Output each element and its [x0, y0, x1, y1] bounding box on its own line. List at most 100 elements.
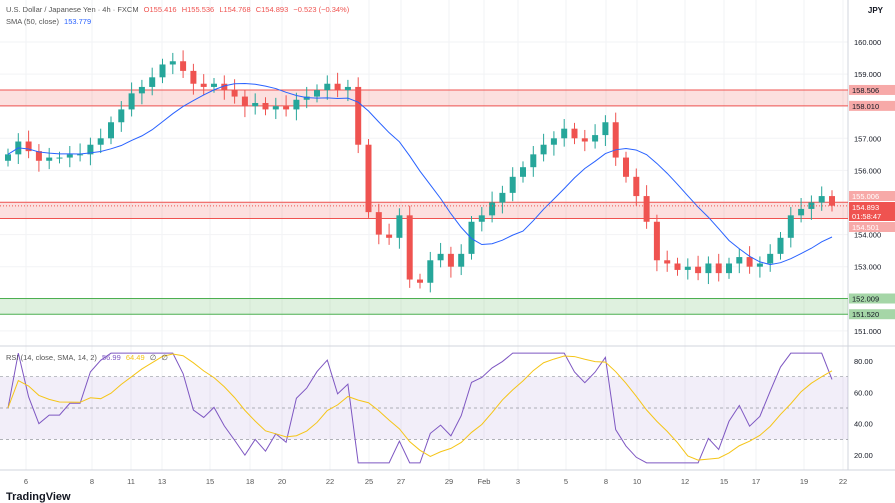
- rsi-line: [7, 352, 833, 464]
- price-label-bg: [849, 309, 895, 320]
- candle-body: [530, 154, 537, 168]
- candle: [798, 198, 805, 223]
- currency-label[interactable]: JPY: [867, 6, 883, 15]
- candle: [530, 146, 537, 177]
- time-label: 15: [206, 477, 214, 486]
- candle: [715, 253, 722, 282]
- candle: [180, 50, 187, 78]
- price-label-zone3_bottom: 151.520: [852, 310, 879, 319]
- candle-body: [695, 266, 702, 274]
- ohlc-change: −0.523 (−0.34%): [293, 5, 350, 14]
- price-label-bg: [849, 100, 895, 111]
- candle-body: [540, 144, 547, 155]
- candle: [612, 112, 619, 166]
- time-label: 18: [246, 477, 254, 486]
- time-label: 19: [800, 477, 808, 486]
- candle-body: [561, 128, 568, 139]
- candle: [437, 242, 444, 268]
- candle-body: [272, 106, 279, 110]
- candle-body: [458, 253, 465, 267]
- ohlc-open: O155.416: [143, 5, 177, 14]
- sma-label: SMA (50, close): [6, 17, 59, 26]
- candle-body: [293, 99, 300, 110]
- rsi-label: RSI (14, close, SMA, 14, 2): [6, 353, 97, 362]
- time-label: 22: [839, 477, 847, 486]
- candle-body: [303, 96, 310, 100]
- candle: [5, 148, 11, 167]
- candle-body: [344, 86, 351, 91]
- candle: [777, 232, 784, 260]
- candle: [149, 67, 156, 96]
- symbol-title[interactable]: U.S. Dollar / Japanese Yen · 4h · FXCM: [6, 5, 139, 14]
- candle-body: [427, 260, 434, 283]
- ohlc-close: C154.893: [255, 5, 289, 14]
- candle-body: [829, 196, 835, 206]
- candle-body: [231, 90, 238, 97]
- candle: [35, 144, 42, 172]
- candle: [695, 255, 702, 281]
- candle-body: [375, 212, 382, 235]
- candle-body: [149, 77, 156, 87]
- candle: [684, 258, 691, 280]
- candle: [623, 151, 629, 183]
- candle: [66, 146, 73, 168]
- candle: [818, 186, 825, 211]
- time-label: 10: [633, 477, 641, 486]
- candle-body: [108, 122, 114, 139]
- candle: [138, 79, 145, 105]
- candle-body: [406, 215, 413, 280]
- candle: [540, 133, 547, 162]
- candle-body: [746, 257, 753, 267]
- rsi-extra-1: ∅: [149, 353, 157, 362]
- candle: [571, 122, 578, 145]
- candle-body: [643, 196, 650, 222]
- candle-body: [468, 221, 475, 254]
- sma-legend[interactable]: SMA (50, close) 153.779: [6, 17, 94, 26]
- candle-body: [592, 135, 599, 142]
- candle: [262, 97, 269, 116]
- price-label-zone3_top: 152.009: [852, 295, 879, 304]
- candle: [396, 208, 403, 249]
- candle-body: [87, 144, 94, 155]
- candle-body: [602, 122, 609, 136]
- price-tick-label: 159.000: [854, 70, 881, 79]
- candle: [458, 244, 465, 276]
- price-label-bg: [849, 222, 895, 232]
- candle: [674, 257, 681, 276]
- candle-body: [499, 192, 506, 203]
- rsi-band: [0, 376, 848, 440]
- candle: [314, 84, 320, 103]
- candle: [283, 95, 290, 117]
- rsi-tick-label: 60.00: [854, 388, 873, 397]
- candle: [726, 257, 732, 279]
- candle-body: [581, 138, 588, 142]
- candle-body: [777, 237, 784, 254]
- candle-body: [550, 138, 557, 145]
- candle-body: [705, 263, 712, 274]
- candle: [169, 52, 176, 75]
- bar-countdown-label: 01:58:47: [852, 212, 881, 221]
- candle-body: [262, 102, 269, 110]
- candle-body: [211, 83, 217, 87]
- time-label: 6: [24, 477, 28, 486]
- candle-body: [200, 83, 207, 87]
- candle-body: [66, 154, 73, 158]
- rsi-legend[interactable]: RSI (14, close, SMA, 14, 2) 56.99 64.49 …: [6, 353, 171, 362]
- candle: [252, 93, 259, 115]
- candle: [705, 256, 712, 285]
- candle-body: [447, 253, 454, 267]
- price-label-zone1_top: 158.506: [852, 86, 879, 95]
- candle-body: [283, 106, 290, 110]
- candle-body: [35, 151, 42, 161]
- price-tick-label: 156.000: [854, 166, 881, 175]
- candle-body: [5, 154, 11, 161]
- candle-body: [509, 176, 516, 193]
- candle: [499, 185, 506, 214]
- candle: [108, 116, 114, 145]
- candle: [293, 92, 300, 121]
- candle: [406, 205, 413, 288]
- candle-body: [190, 70, 197, 84]
- candle: [633, 168, 640, 206]
- candle: [386, 223, 393, 245]
